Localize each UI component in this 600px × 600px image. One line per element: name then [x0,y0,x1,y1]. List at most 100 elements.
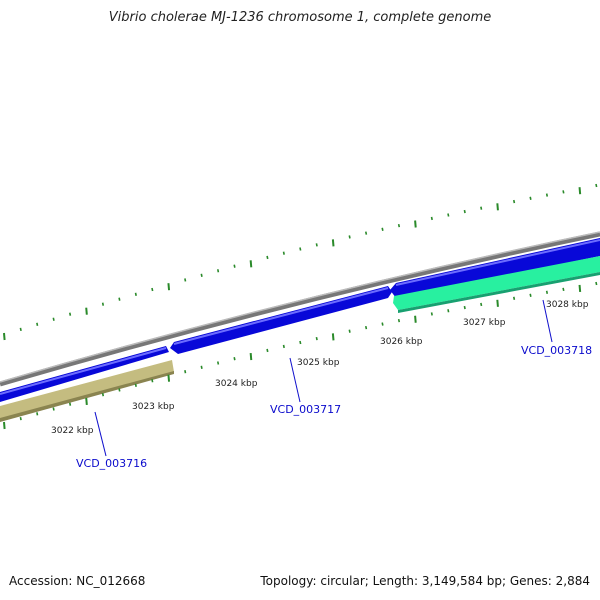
gene-feature-vcd-003716-shadow [0,371,174,422]
tick-label-3024: 3024 kbp [215,379,258,389]
gene-label-vcd-003718[interactable]: VCD_003718 [521,344,592,357]
inner-minor-tick [447,309,450,313]
inner-major-tick [496,299,499,307]
outer-minor-tick [397,223,401,228]
tick-label-3022: 3022 kbp [51,426,94,436]
outer-minor-tick [184,278,187,282]
gene-leader-vcd-003718 [542,299,553,343]
outer-minor-tick [480,206,483,210]
inner-minor-tick [348,329,351,333]
outer-major-tick [85,307,88,315]
gene-feature-vcd-003718-forward[interactable] [390,238,600,298]
inner-minor-tick [595,281,598,286]
gene-feature-vcd-003717[interactable] [170,286,392,354]
inner-minor-tick [19,416,22,421]
outer-minor-tick [364,231,368,235]
inner-minor-tick [529,293,532,297]
inner-minor-tick [68,402,72,406]
tick-label-3025: 3025 kbp [297,358,340,368]
inner-minor-tick [216,361,220,365]
gene-feature-vcd-003718[interactable] [393,256,600,310]
outer-major-tick [249,260,253,268]
outer-minor-tick [315,243,318,247]
outer-minor-tick [430,216,433,221]
inner-minor-tick [200,365,203,369]
outer-minor-tick [151,287,154,292]
gene-feature-highlight [0,239,600,395]
outer-major-tick [167,283,171,291]
inner-minor-tick [397,318,401,323]
inner-major-tick [85,397,88,405]
gene-feature-vcd-003716[interactable] [0,360,174,420]
genome-summary: Topology: circular; Length: 3,149,584 bp… [260,574,590,588]
inner-minor-tick [562,287,565,292]
outer-tick-track [3,183,598,341]
backbone-highlight [0,231,600,383]
outer-minor-tick [562,190,565,194]
tick-label-3026: 3026 kbp [380,337,423,347]
inner-minor-tick [430,312,433,316]
inner-minor-tick [315,336,318,341]
outer-minor-tick [545,193,549,197]
outer-minor-tick [101,302,105,306]
outer-minor-tick [19,327,22,332]
inner-major-tick [167,374,171,382]
inner-minor-tick [101,393,105,397]
inner-minor-tick [545,290,549,294]
outer-minor-tick [447,213,450,217]
inner-minor-tick [282,344,285,349]
outer-minor-tick [463,209,466,214]
inner-minor-tick [118,388,121,392]
outer-minor-tick [52,317,55,321]
inner-minor-tick [480,302,483,307]
inner-tick-track [3,281,598,430]
backbone-line [0,231,600,387]
map-title: Vibrio cholerae MJ-1236 chromosome 1, co… [108,10,492,25]
outer-major-tick [496,203,499,211]
outer-minor-tick [299,247,302,251]
gene-label-vcd-003716[interactable]: VCD_003716 [76,457,147,470]
inner-major-tick [3,421,6,430]
inner-minor-tick [233,357,236,361]
outer-minor-tick [68,312,72,316]
outer-major-tick [414,220,417,228]
gene-leader-vcd-003717 [289,357,301,403]
inner-minor-tick [134,383,137,387]
inner-minor-tick [151,379,154,383]
outer-minor-tick [200,273,203,277]
outer-minor-tick [348,235,351,239]
inner-minor-tick [184,370,187,374]
inner-major-tick [249,352,253,361]
gene-leader-vcd-003716 [94,411,107,457]
outer-minor-tick [512,199,516,204]
accession-label: Accession: NC_012668 [9,574,146,588]
gene-feature-vcd-003716-forward[interactable] [0,346,169,402]
inner-minor-tick [381,322,384,326]
inner-minor-tick [463,305,466,310]
outer-major-tick [578,187,582,195]
inner-major-tick [578,284,582,293]
inner-minor-tick [512,296,516,300]
gene-feature-vcd-003718-shadow [398,272,600,313]
inner-minor-tick [36,412,39,416]
inner-minor-tick [364,325,368,330]
inner-minor-tick [52,407,55,411]
outer-minor-tick [381,227,384,231]
tick-label-3028: 3028 kbp [546,300,589,310]
inner-major-tick [414,315,417,323]
gene-label-vcd-003717[interactable]: VCD_003717 [270,403,341,416]
inner-major-tick [331,333,335,341]
outer-major-tick [331,239,335,247]
outer-minor-tick [595,183,598,188]
outer-minor-tick [216,269,220,273]
outer-minor-tick [233,264,236,268]
outer-major-tick [3,332,6,341]
inner-minor-tick [299,340,302,345]
tick-label-3027: 3027 kbp [463,318,506,328]
tick-label-3023: 3023 kbp [132,402,175,412]
outer-minor-tick [118,297,121,301]
outer-minor-tick [529,196,532,200]
outer-minor-tick [282,251,285,255]
outer-minor-tick [134,292,137,296]
